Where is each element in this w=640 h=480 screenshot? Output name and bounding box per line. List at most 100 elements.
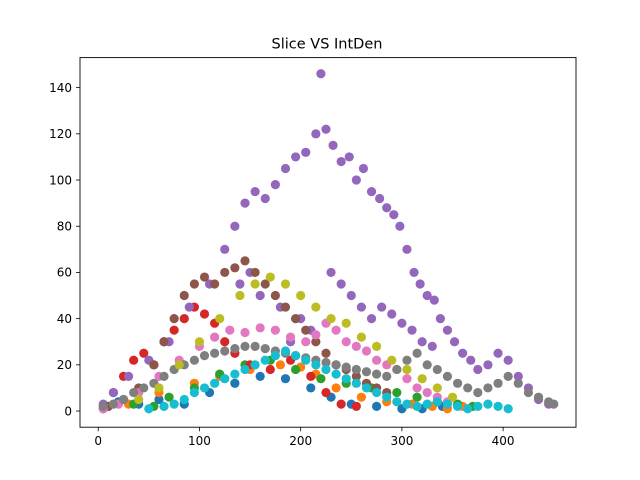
scatter-point xyxy=(321,348,331,358)
scatter-point xyxy=(395,221,405,231)
scatter-point xyxy=(356,392,366,402)
scatter-point xyxy=(409,267,419,278)
scatter-point xyxy=(139,383,149,393)
scatter-point xyxy=(129,355,139,365)
scatter-point xyxy=(452,401,463,412)
scatter-point xyxy=(341,337,351,347)
x-tick-label: 300 xyxy=(390,434,413,448)
scatter-point xyxy=(389,210,399,220)
scatter-point xyxy=(159,337,169,347)
scatter-point xyxy=(463,383,473,393)
scatter-point xyxy=(220,374,230,384)
scatter-point xyxy=(331,369,341,379)
scatter-point xyxy=(447,392,458,402)
scatter-point xyxy=(483,383,493,393)
scatter-point xyxy=(189,355,199,365)
scatter-point xyxy=(429,295,439,305)
scatter-point xyxy=(179,290,189,301)
y-tick-label: 0 xyxy=(64,404,72,418)
scatter-point xyxy=(316,374,326,384)
scatter-point xyxy=(285,332,296,342)
scatter-point xyxy=(442,325,453,335)
scatter-point xyxy=(351,378,361,388)
chart-title: Slice VS IntDen xyxy=(272,37,383,53)
scatter-point xyxy=(321,364,331,375)
scatter-point xyxy=(169,399,179,409)
scatter-point xyxy=(199,272,210,282)
scatter-point xyxy=(493,378,503,388)
scatter-point xyxy=(159,401,169,412)
scatter-point xyxy=(549,399,559,409)
scatter-point xyxy=(503,404,513,414)
scatter-point xyxy=(301,355,311,365)
scatter-point xyxy=(483,360,493,370)
scatter-point xyxy=(336,399,346,409)
scatter-point xyxy=(210,348,220,358)
scatter-point xyxy=(240,198,250,208)
scatter-point xyxy=(210,332,220,342)
scatter-point xyxy=(311,337,321,347)
scatter-point xyxy=(417,374,427,384)
scatter-point xyxy=(194,337,205,347)
scatter-point xyxy=(331,360,341,370)
scatter-point xyxy=(387,309,397,319)
scatter-point xyxy=(149,360,159,370)
scatter-point xyxy=(240,364,250,375)
scatter-point xyxy=(513,378,523,388)
scatter-point xyxy=(466,355,476,365)
scatter-point xyxy=(422,290,432,301)
scatter-point xyxy=(503,371,513,381)
scatter-point xyxy=(270,350,280,361)
scatter-point xyxy=(311,302,321,312)
scatter-point xyxy=(432,383,442,393)
y-tick-label: 40 xyxy=(57,312,72,326)
scatter-point xyxy=(291,350,301,361)
scatter-point xyxy=(296,290,306,301)
scatter-point xyxy=(129,387,139,398)
scatter-point xyxy=(164,392,174,402)
scatter-point xyxy=(432,397,442,407)
scatter-point xyxy=(280,279,291,289)
scatter-point xyxy=(199,383,210,393)
scatter-point xyxy=(311,129,321,139)
scatter-point xyxy=(98,401,108,412)
scatter-point xyxy=(240,341,250,351)
scatter-point xyxy=(341,374,351,384)
scatter-point xyxy=(341,318,351,328)
scatter-point xyxy=(331,383,341,393)
scatter-point xyxy=(435,314,445,324)
scatter-point xyxy=(230,221,240,231)
scatter-point xyxy=(291,314,301,324)
scatter-point xyxy=(463,404,473,414)
scatter-point xyxy=(189,387,199,398)
scatter-point xyxy=(291,152,301,162)
scatter-point xyxy=(412,383,422,393)
scatter-point xyxy=(402,364,412,375)
scatter-point xyxy=(371,401,382,412)
scatter-point xyxy=(412,392,422,402)
scatter-point xyxy=(159,371,169,381)
y-tick-label: 140 xyxy=(49,81,72,95)
y-tick-label: 20 xyxy=(57,358,72,372)
scatter-point xyxy=(361,383,372,393)
scatter-point xyxy=(230,369,240,379)
scatter-point xyxy=(235,279,245,289)
scatter-point xyxy=(280,163,291,174)
scatter-point xyxy=(301,147,311,157)
x-tick-label: 200 xyxy=(289,434,312,448)
scatter-point xyxy=(154,394,164,405)
scatter-point xyxy=(417,337,427,347)
x-axis: 0 100 200 300 400 xyxy=(94,427,515,448)
scatter-point xyxy=(377,302,387,312)
scatter-point xyxy=(341,362,351,372)
scatter-point xyxy=(351,401,361,412)
scatter-point xyxy=(351,364,361,375)
axes-frame xyxy=(79,57,577,428)
scatter-point xyxy=(179,314,189,324)
scatter-point xyxy=(270,180,280,190)
x-tick-label: 100 xyxy=(188,434,211,448)
scatter-point xyxy=(402,244,412,254)
scatter-point xyxy=(412,348,422,358)
